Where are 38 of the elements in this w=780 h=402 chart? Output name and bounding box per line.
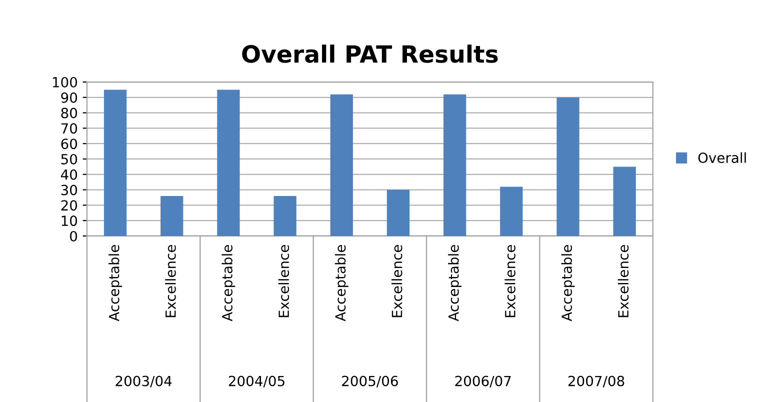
- bar: [386, 190, 410, 236]
- text: 2004/05: [228, 376, 284, 388]
- text: 2003/04: [116, 376, 172, 388]
- x-tick-label: Acceptable: [108, 245, 122, 322]
- y-tick-label: 10: [62, 216, 78, 226]
- x-tick-label: Excellence: [165, 245, 176, 318]
- x-tick-label: Acceptable: [222, 245, 236, 322]
- bar: [556, 97, 580, 236]
- y-tick-label: 60: [61, 138, 78, 150]
- bar: [330, 94, 353, 236]
- text: 2006/07: [455, 376, 511, 388]
- chart-title: Overall PAT Results: [242, 44, 498, 63]
- bar: [104, 90, 127, 236]
- y-tick-label: 30: [61, 184, 78, 196]
- x-tick-label: Excellence: [504, 245, 516, 318]
- y-tick-label: 0: [70, 230, 78, 242]
- y-tick-label: 90: [61, 92, 78, 103]
- x-tick-label: Acceptable: [334, 245, 348, 322]
- x-tick-label: Excellence: [278, 245, 290, 318]
- y-tick-label: 100: [52, 76, 78, 88]
- x-tick-label: Acceptable: [448, 245, 462, 322]
- text: 2005/06: [342, 376, 398, 388]
- x-tick-label: Acceptable: [561, 245, 575, 322]
- y-tick-label: 40: [60, 169, 78, 180]
- bar: [500, 186, 523, 236]
- bar: [613, 166, 636, 236]
- bar: [274, 196, 296, 236]
- y-tick-label: 80: [61, 108, 78, 118]
- bar: [217, 90, 240, 236]
- y-tick-label: 70: [61, 123, 78, 134]
- y-tick-label: 50: [61, 154, 78, 164]
- x-tick-label: Excellence: [391, 245, 402, 318]
- bar: [160, 196, 184, 236]
- bar: [443, 94, 466, 236]
- text: 2007/08: [568, 376, 624, 388]
- y-tick-label: 20: [61, 200, 78, 211]
- legend-label: Overall: [698, 152, 746, 164]
- x-tick-label: Excellence: [618, 245, 629, 318]
